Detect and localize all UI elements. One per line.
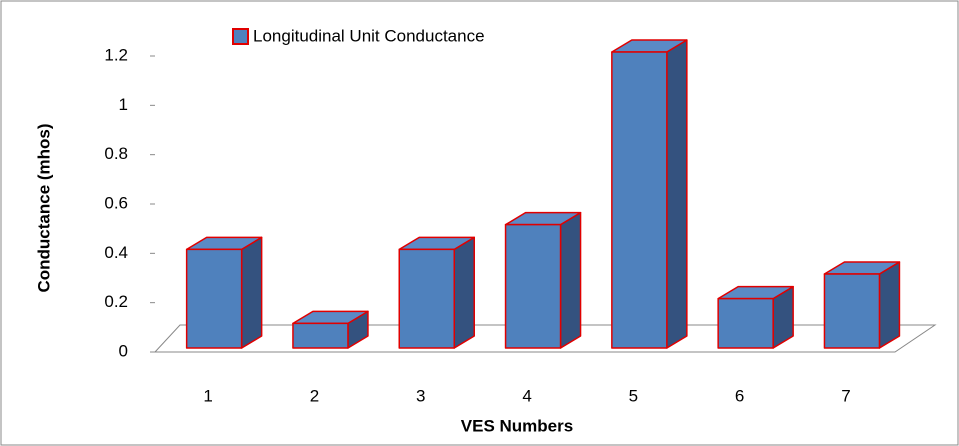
bar-front [611, 51, 668, 349]
bar-front [717, 297, 774, 349]
x-tick-label: 6 [735, 386, 744, 405]
bar-front [292, 322, 349, 349]
bar-side [559, 211, 582, 349]
bar [185, 236, 263, 349]
bar [717, 285, 794, 349]
bar-side [240, 236, 263, 349]
x-tick-label: 5 [629, 386, 638, 405]
bar-front [185, 248, 243, 349]
floor [153, 324, 937, 353]
x-tick-label: 2 [310, 386, 319, 405]
y-tick-label: 0 [119, 341, 128, 360]
y-axis-title: Conductance (mhos) [34, 123, 53, 292]
legend-swatch [232, 28, 249, 45]
y-tick-label: 1.2 [104, 45, 128, 64]
x-tick-label: 4 [522, 386, 531, 405]
bar-side [453, 236, 475, 349]
bar-side [666, 39, 688, 349]
bar [823, 261, 901, 349]
x-tick-label: 3 [416, 386, 425, 405]
y-tick-label: 0.8 [104, 144, 128, 163]
bar-front [504, 223, 562, 349]
y-tick-label: 0.6 [104, 193, 128, 212]
y-tick-label: 0.2 [104, 292, 128, 311]
y-tick-label: 0.4 [104, 243, 128, 262]
bar [398, 236, 475, 349]
bar-side [878, 261, 901, 349]
x-tick-label: 7 [841, 386, 850, 405]
bar [611, 39, 688, 349]
bar [504, 211, 582, 349]
x-axis-title: VES Numbers [461, 416, 573, 435]
x-tick-label: 1 [203, 386, 212, 405]
legend-label: Longitudinal Unit Conductance [253, 26, 485, 45]
bar-front [823, 273, 881, 349]
y-tick-label: 1 [119, 95, 128, 114]
bar-front [398, 248, 455, 349]
bar [292, 310, 369, 349]
